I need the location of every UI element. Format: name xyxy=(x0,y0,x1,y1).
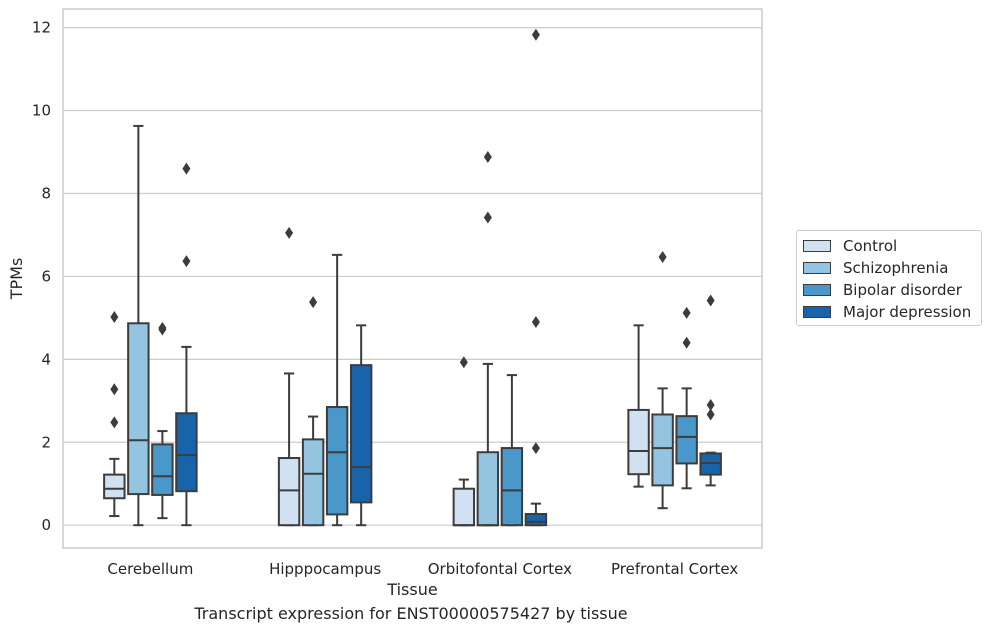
box-prefrontal-cortex-schizophrenia-outlier-0 xyxy=(658,250,667,263)
box-hipppocampus-bipolar-disorder-box xyxy=(325,406,349,516)
legend-swatch-major-depression xyxy=(803,306,831,318)
box-hipppocampus-schizophrenia-box xyxy=(301,438,325,527)
legend-label-bipolar-disorder: Bipolar disorder xyxy=(843,281,962,299)
box-cerebellum-major-depression-outlier-1 xyxy=(182,162,191,175)
x-tick-label-hipppocampus: Hipppocampus xyxy=(269,560,381,578)
box-cerebellum-control-outlier-1 xyxy=(110,383,119,396)
legend-swatch-schizophrenia xyxy=(803,262,831,274)
box-hipppocampus-control-box xyxy=(277,457,301,527)
x-tick-label-orbitofontal-cortex: Orbitofontal Cortex xyxy=(428,560,572,578)
box-cerebellum-control-outlier-0 xyxy=(110,416,119,429)
figure-caption: Transcript expression for ENST0000057542… xyxy=(194,604,628,623)
box-prefrontal-cortex-major-depression-outlier-2 xyxy=(706,294,715,307)
box-cerebellum-bipolar-disorder-outlier-1 xyxy=(158,321,167,334)
box-hipppocampus-control-outlier-0 xyxy=(285,226,294,239)
box-cerebellum-control-box xyxy=(103,473,126,500)
y-tick-label-4: 4 xyxy=(41,350,51,368)
box-orbitofontal-cortex-major-depression-outlier-0 xyxy=(531,442,540,455)
box-cerebellum-control-outlier-2 xyxy=(110,311,119,324)
box-prefrontal-cortex-schizophrenia-box xyxy=(651,413,674,487)
legend-swatch-bipolar-disorder xyxy=(803,284,831,296)
legend-label-control: Control xyxy=(843,237,898,255)
legend-label-schizophrenia: Schizophrenia xyxy=(843,259,949,277)
box-prefrontal-cortex-bipolar-disorder-box xyxy=(675,415,698,465)
box-prefrontal-cortex-bipolar-disorder-outlier-1 xyxy=(682,306,691,319)
box-cerebellum-major-depression-outlier-0 xyxy=(182,255,191,268)
box-hipppocampus-major-depression-box xyxy=(349,364,373,504)
box-cerebellum-major-depression-box xyxy=(175,412,198,493)
y-tick-label-0: 0 xyxy=(41,516,51,534)
legend-item-bipolar-disorder: Bipolar disorder xyxy=(803,280,962,300)
box-orbitofontal-cortex-major-depression-box xyxy=(524,513,548,527)
y-tick-label-8: 8 xyxy=(41,185,51,203)
legend-item-schizophrenia: Schizophrenia xyxy=(803,258,948,278)
box-orbitofontal-cortex-major-depression-outlier-2 xyxy=(531,28,540,41)
box-orbitofontal-cortex-schizophrenia-outlier-0 xyxy=(483,211,492,224)
x-tick-label-cerebellum: Cerebellum xyxy=(107,560,193,578)
x-axis-label: Tissue xyxy=(386,580,437,599)
box-hipppocampus-schizophrenia-outlier-0 xyxy=(309,296,318,309)
box-orbitofontal-cortex-bipolar-disorder-box xyxy=(500,447,524,527)
y-tick-label-12: 12 xyxy=(32,19,51,37)
legend-item-major-depression: Major depression xyxy=(803,302,971,322)
legend-label-major-depression: Major depression xyxy=(843,303,972,321)
legend-item-control: Control xyxy=(803,236,897,256)
box-orbitofontal-cortex-major-depression-outlier-1 xyxy=(531,316,540,329)
box-cerebellum-schizophrenia-box xyxy=(127,322,150,496)
box-orbitofontal-cortex-schizophrenia-box xyxy=(476,451,500,527)
legend-swatch-control xyxy=(803,240,831,252)
box-prefrontal-cortex-major-depression-outlier-1 xyxy=(706,398,715,411)
y-axis-label: TPMs xyxy=(7,258,26,301)
box-orbitofontal-cortex-control-outlier-0 xyxy=(459,356,468,369)
box-orbitofontal-cortex-schizophrenia-outlier-1 xyxy=(483,151,492,164)
y-tick-label-6: 6 xyxy=(41,267,51,285)
x-tick-label-prefrontal-cortex: Prefrontal Cortex xyxy=(611,560,738,578)
box-prefrontal-cortex-control-box xyxy=(627,408,650,476)
box-prefrontal-cortex-bipolar-disorder-outlier-0 xyxy=(682,336,691,349)
y-tick-label-10: 10 xyxy=(32,102,51,120)
y-tick-label-2: 2 xyxy=(41,433,51,451)
box-prefrontal-cortex-major-depression-outlier-0 xyxy=(706,408,715,421)
chart-legend: Control Schizophrenia Bipolar disorder M… xyxy=(796,230,982,326)
plot-frame xyxy=(62,8,763,549)
box-cerebellum-bipolar-disorder-box xyxy=(151,443,174,496)
box-orbitofontal-cortex-control-box xyxy=(452,487,476,527)
box-prefrontal-cortex-major-depression-box xyxy=(699,452,722,476)
